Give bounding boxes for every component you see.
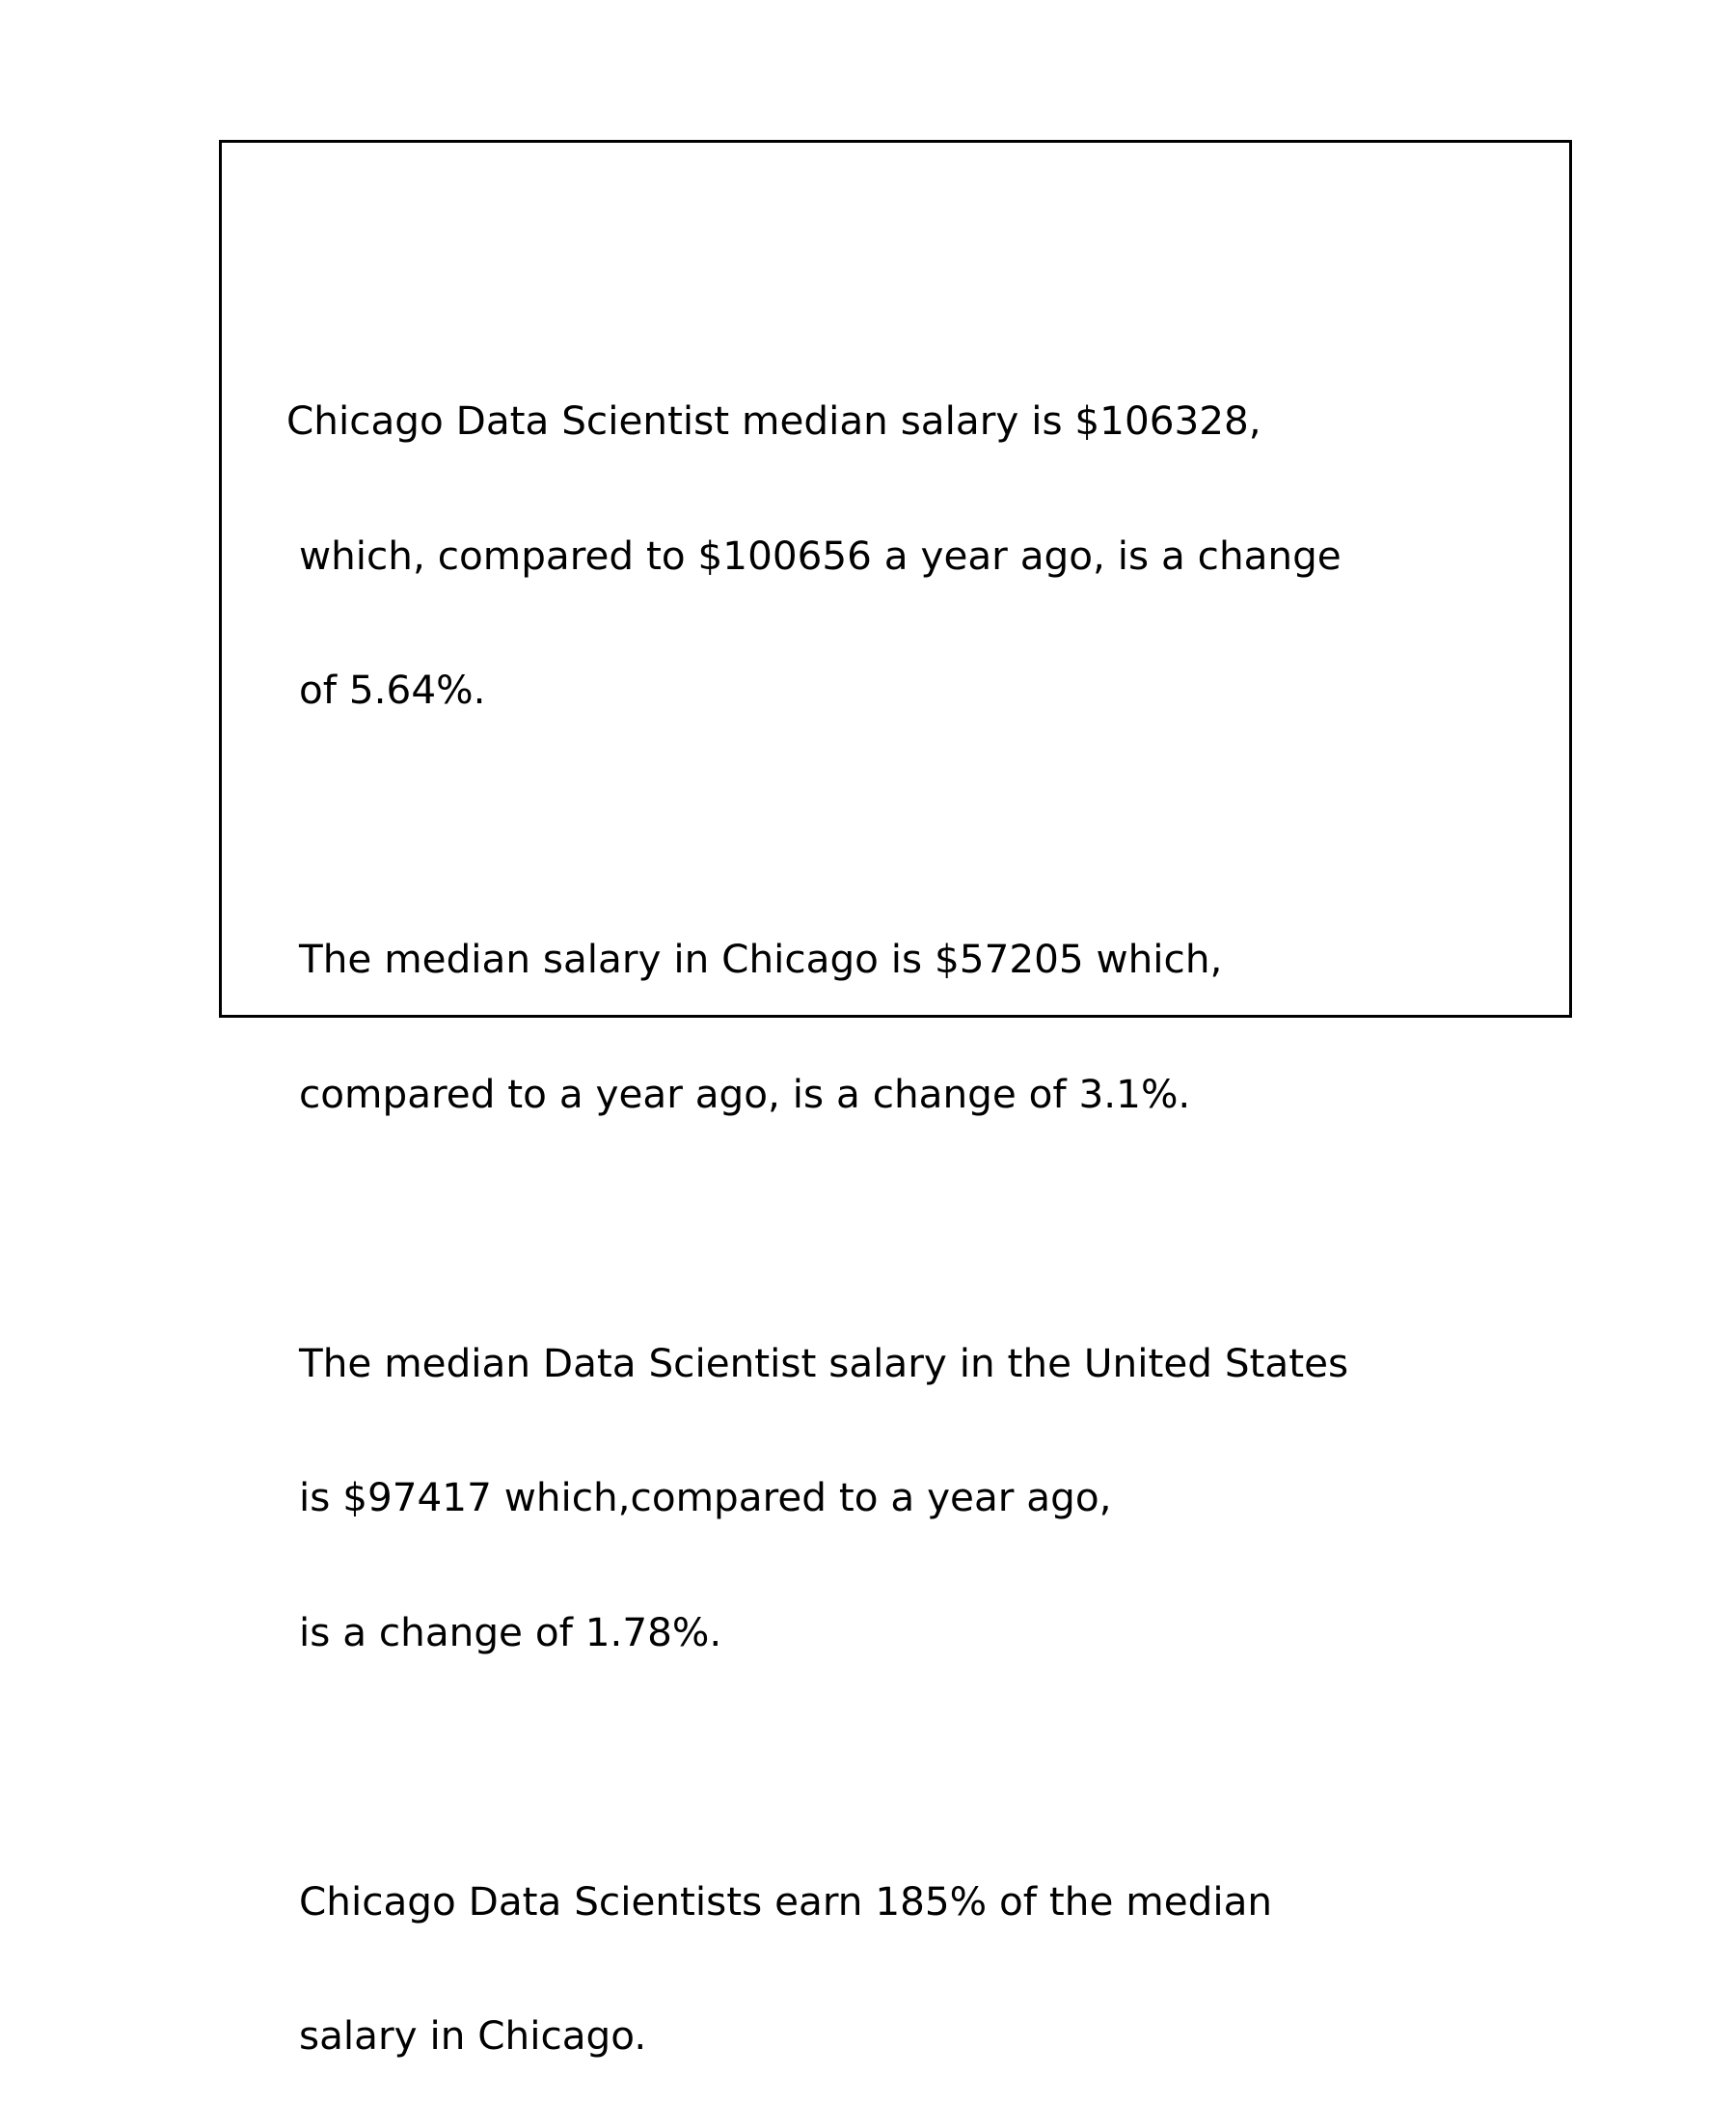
text-box-frame bbox=[219, 140, 1572, 1018]
paragraph-spacer bbox=[286, 803, 1348, 848]
paragraph-spacer bbox=[286, 1744, 1348, 1789]
paragraph-3-line-1: The median Data Scientist salary in the … bbox=[299, 1339, 1349, 1386]
paragraph-2-line-1: The median salary in Chicago is $57205 w… bbox=[299, 936, 1223, 982]
paragraph-3-line-2: is $97417 which,compared to a year ago, bbox=[299, 1474, 1112, 1520]
paragraph-1-line-1: Chicago Data Scientist median salary is … bbox=[286, 397, 1261, 444]
paragraph-1-line-3: of 5.64%. bbox=[299, 667, 486, 713]
paragraph-2-line-2: compared to a year ago, is a change of 3… bbox=[299, 1070, 1191, 1117]
paragraph-3-line-3: is a change of 1.78%. bbox=[299, 1608, 722, 1655]
paragraph-1-line-2: which, compared to $100656 a year ago, i… bbox=[299, 532, 1342, 579]
paragraph-spacer bbox=[286, 1206, 1348, 1251]
salary-summary-text: Chicago Data Scientist median salary is … bbox=[286, 309, 1348, 2103]
paragraph-4-line-1: Chicago Data Scientists earn 185% of the… bbox=[299, 1877, 1273, 1925]
paragraph-4-line-2: salary in Chicago. bbox=[299, 2012, 647, 2059]
